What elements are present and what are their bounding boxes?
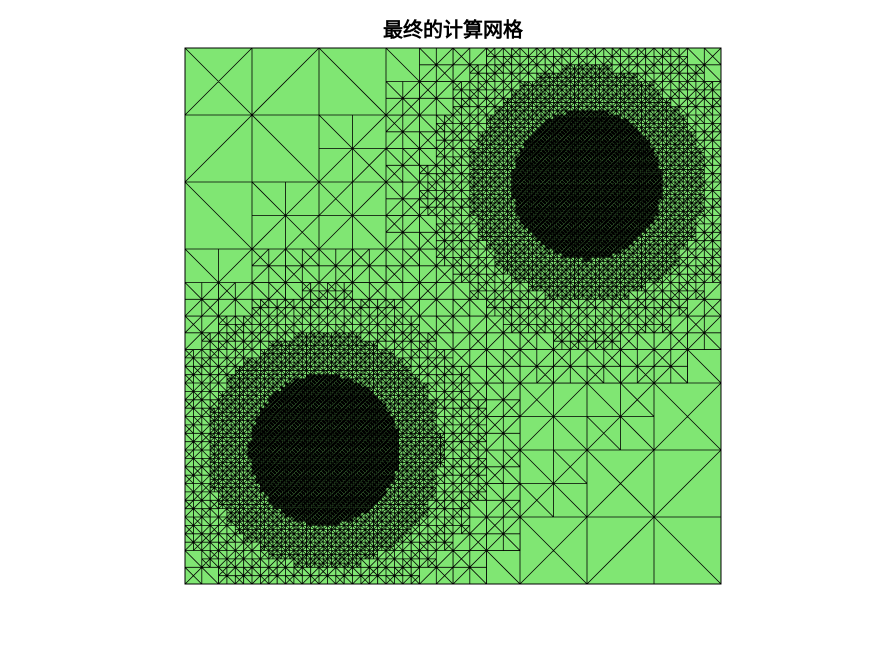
plot-title: 最终的计算网格: [383, 18, 524, 42]
mesh-lines: [184, 47, 722, 585]
